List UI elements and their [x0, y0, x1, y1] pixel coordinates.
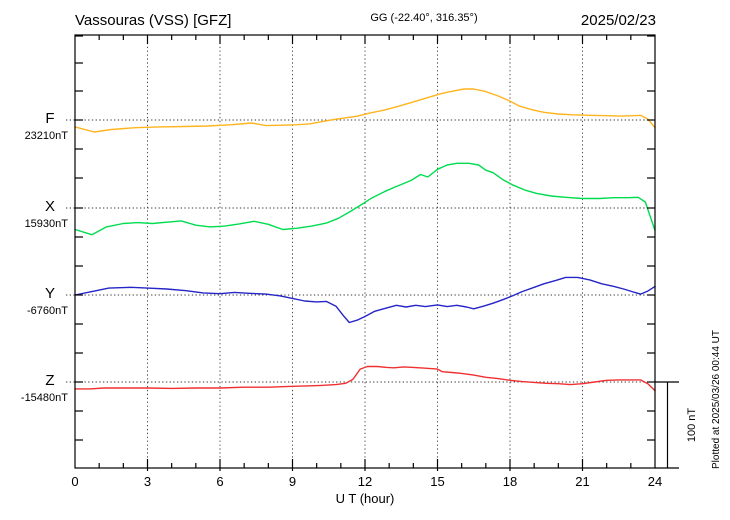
hour-tick-label: 18	[503, 474, 517, 489]
hour-tick-label: 0	[71, 474, 78, 489]
hour-tick-label: 15	[430, 474, 444, 489]
traces-layer	[74, 88, 656, 392]
trace-Z	[74, 365, 656, 392]
hour-tick-label: 12	[358, 474, 372, 489]
gridlines-layer	[147, 35, 583, 468]
hour-tick-label: 6	[216, 474, 223, 489]
channel-baseline-value-Y: -6760nT	[27, 305, 68, 317]
axes-layer	[74, 34, 679, 471]
hour-labels-layer: 0 3 6 9 12 15 18 21 24	[71, 474, 662, 489]
channel-letter-Y: Y	[45, 285, 55, 302]
channel-baseline-value-Z: -15480nT	[21, 392, 68, 404]
hour-tick-label: 3	[144, 474, 151, 489]
plot-date: 2025/02/23	[581, 12, 656, 29]
hour-tick-label: 21	[575, 474, 589, 489]
channel-letter-X: X	[45, 198, 55, 215]
plotted-at-note: Plotted at 2025/03/26 00:44 UT	[711, 330, 722, 469]
hour-tick-label: 24	[648, 474, 662, 489]
xaxis-title: U T (hour)	[336, 491, 395, 506]
hour-tick-label: 9	[289, 474, 296, 489]
baselines-layer	[66, 119, 655, 383]
geographic-coordinates: GG (-22.40°, 316.35°)	[370, 12, 477, 24]
channel-letter-F: F	[45, 110, 54, 127]
channel-baseline-value-F: 23210nT	[25, 130, 69, 142]
channel-baseline-value-X: 15930nT	[25, 218, 69, 230]
station-title: Vassouras (VSS) [GFZ]	[75, 12, 231, 29]
scale-bar-label: 100 nT	[686, 408, 698, 443]
channel-letter-Z: Z	[45, 372, 54, 389]
trace-Y	[74, 276, 656, 324]
trace-F	[74, 88, 656, 133]
plot-frame	[74, 34, 656, 469]
trace-X	[74, 162, 656, 236]
channel-labels-layer: F 23210nT X 15930nT Y -6760nT Z -15480nT	[21, 110, 68, 404]
